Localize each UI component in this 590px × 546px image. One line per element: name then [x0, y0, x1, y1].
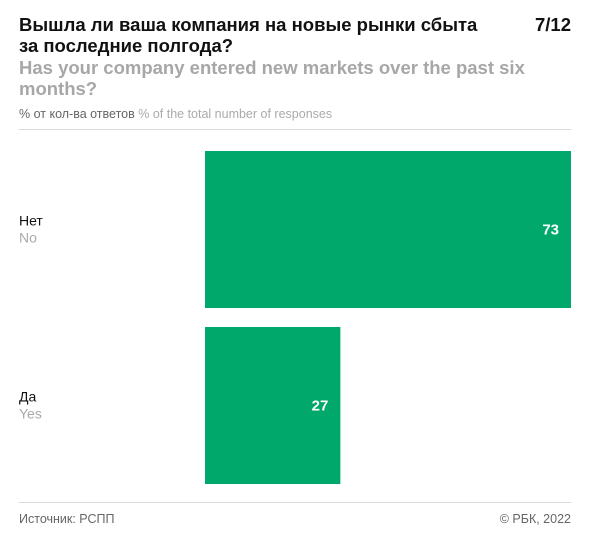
units-note-en: % of the total number of responses	[138, 107, 333, 121]
bottom-divider	[19, 502, 571, 503]
bar-value-label: 73	[542, 222, 559, 239]
category-label-en: Yes	[19, 406, 42, 422]
bar-value-label: 27	[312, 398, 329, 415]
bar-no	[205, 151, 571, 308]
chart-title-ru: Вышла ли ваша компания на новые рынки сб…	[19, 14, 478, 56]
category-label-en: No	[19, 230, 37, 246]
chart-title-en: Has your company entered new markets ove…	[19, 57, 525, 99]
bar-yes	[205, 327, 341, 484]
category-label-ru: Да	[19, 389, 36, 405]
copyright-note: © РБК, 2022	[499, 512, 571, 526]
page-counter: 7/12	[534, 14, 571, 35]
units-note-ru: % от кол-ва ответов	[19, 107, 135, 121]
category-label-ru: Нет	[19, 213, 43, 229]
source-note: Источник: РСПП	[19, 512, 115, 526]
units-note: % от кол-ва ответов % of the total numbe…	[19, 106, 332, 122]
top-divider	[19, 129, 571, 130]
